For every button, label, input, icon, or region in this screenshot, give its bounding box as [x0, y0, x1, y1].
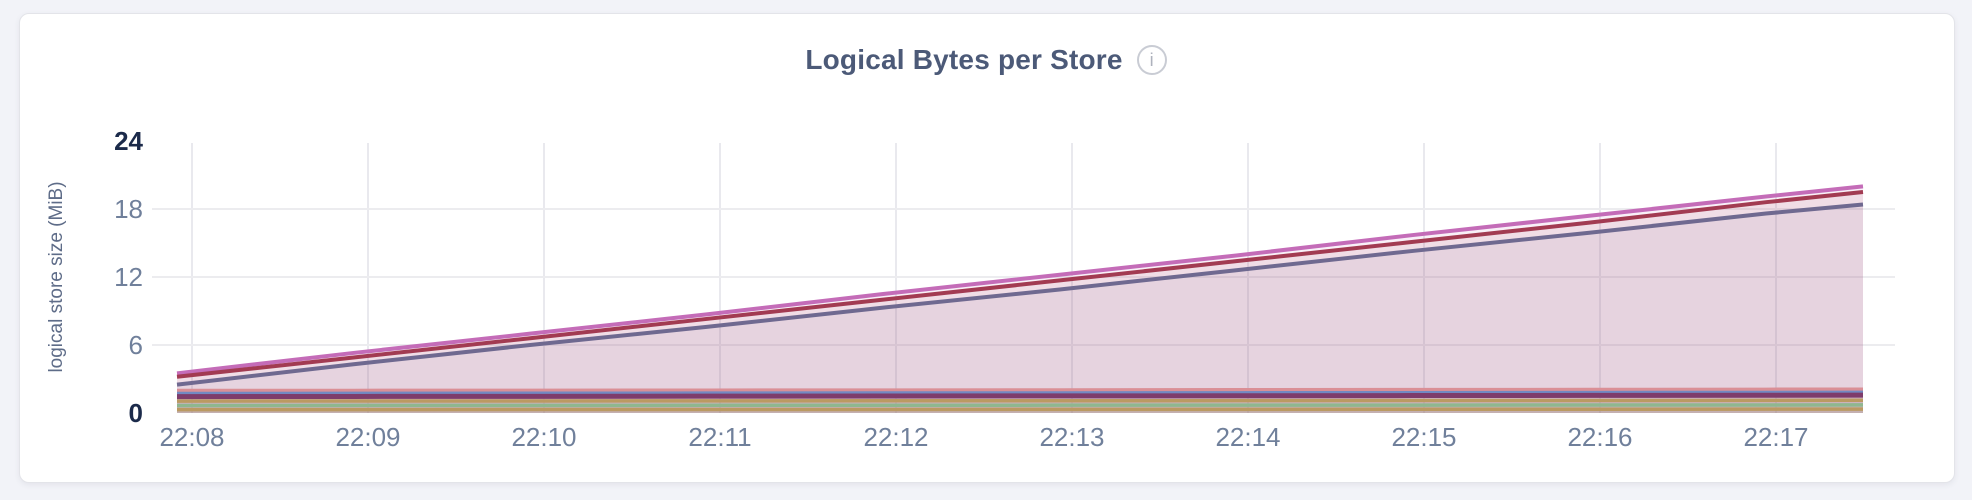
- store-line-blue[interactable]: [176, 390, 1864, 396]
- x-axis-tick-label: 22:09: [335, 422, 400, 452]
- chart-title: Logical Bytes per Store: [805, 44, 1123, 75]
- y-axis-tick-label: 12: [114, 262, 143, 292]
- x-axis-tick-label: 22:10: [511, 422, 576, 452]
- x-axis-tick-label: 22:11: [688, 422, 751, 452]
- x-axis-tick-label: 22:08: [159, 422, 224, 452]
- store-line-tan[interactable]: [176, 398, 1864, 403]
- x-axis-tick-label: 22:16: [1567, 422, 1632, 452]
- x-axis-tick-label: 22:13: [1039, 422, 1104, 452]
- y-axis-tick-label: 6: [129, 330, 143, 360]
- store-line-salmon[interactable]: [176, 387, 1864, 393]
- store-line-slate[interactable]: [176, 202, 1864, 387]
- x-axis-tick-label: 22:12: [863, 422, 928, 452]
- y-axis-tick-label: 0: [129, 398, 143, 428]
- y-axis-title: logical store size (MiB): [46, 181, 67, 372]
- store-line-orchid-area: [177, 186, 1863, 413]
- store-line-orchid[interactable]: [176, 184, 1864, 376]
- x-axis-tick-label: 22:17: [1743, 422, 1808, 452]
- chart-header: Logical Bytes per Store i: [0, 44, 1972, 76]
- y-axis-tick-label: 24: [114, 126, 143, 156]
- x-axis-tick-label: 22:14: [1215, 422, 1280, 452]
- info-icon[interactable]: i: [1136, 45, 1167, 75]
- info-icon-glyph: i: [1149, 49, 1154, 70]
- store-line-slate-area: [177, 204, 1863, 413]
- x-axis-tick-label: 22:15: [1391, 422, 1456, 452]
- store-line-magenta[interactable]: [176, 392, 1864, 400]
- store-line-crimson[interactable]: [176, 190, 1864, 379]
- store-line-green[interactable]: [176, 403, 1864, 408]
- y-axis-tick-label: 18: [114, 194, 143, 224]
